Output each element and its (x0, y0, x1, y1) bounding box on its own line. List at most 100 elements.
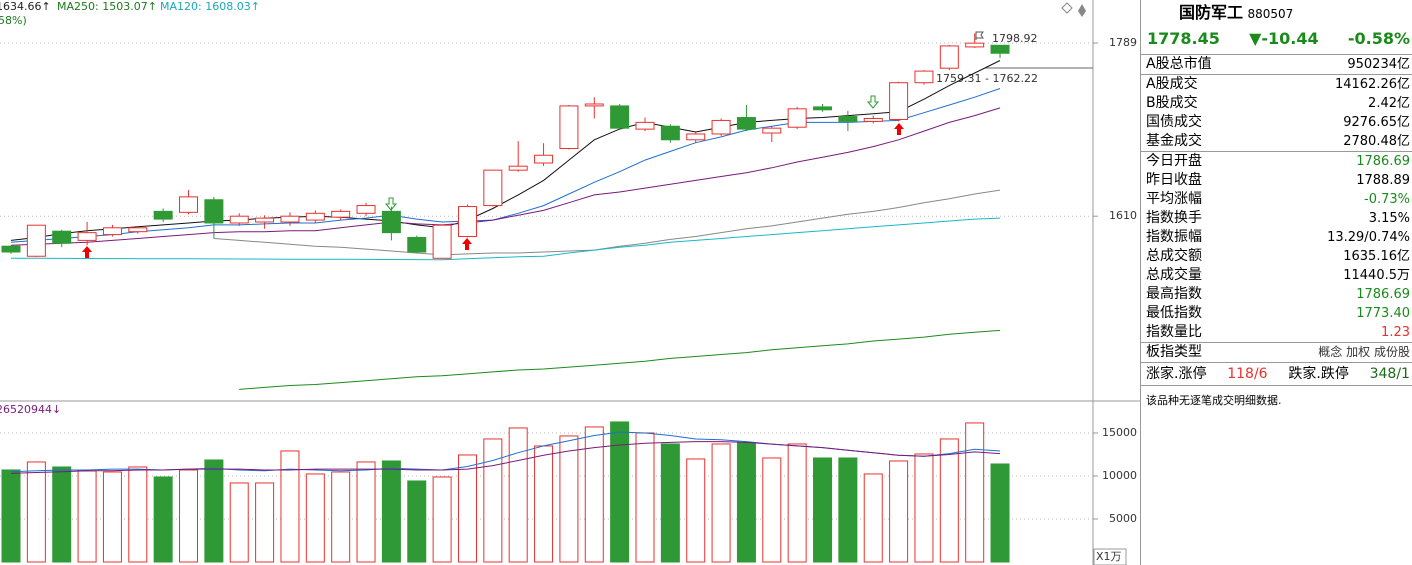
stat-value: 11440.5万 (1343, 268, 1410, 283)
stat-value: 950234亿 (1347, 57, 1410, 72)
stat-label: B股成交 (1146, 95, 1198, 111)
stat-value: 14162.26亿 (1334, 77, 1410, 92)
candle-body (863, 118, 883, 122)
stat-label: 国债成交 (1146, 114, 1202, 130)
stat-value: 13.29/0.74% (1327, 230, 1410, 245)
volume-bar (736, 442, 756, 563)
volume-bar (584, 426, 604, 563)
volume-bar (711, 443, 731, 563)
stat-label: 总成交量 (1146, 267, 1202, 283)
stat-label: 今日开盘 (1146, 153, 1202, 169)
candle-body (508, 165, 528, 171)
volume-bar (990, 463, 1010, 563)
volume-bar (483, 438, 503, 563)
legend: MA120: 1608.03↑ (160, 0, 260, 13)
legend: 26520944↓ (0, 403, 61, 416)
volume-bar (381, 460, 401, 563)
stat-row: 基金成交 2780.48亿 (1141, 132, 1412, 151)
candle-body (559, 105, 579, 149)
candle-body (331, 210, 351, 218)
stat-value: 1.23 (1381, 325, 1410, 340)
candle-body (736, 117, 756, 130)
tab[interactable]: 概念 (1318, 345, 1343, 359)
breadth-row: 涨家.涨停 118/6 跌家.跌停 348/1 (1141, 362, 1412, 385)
volume-bar (660, 443, 680, 563)
stat-value: 1635.16亿 (1343, 249, 1410, 264)
volume-bar (939, 438, 959, 563)
stat-label: 总成交额 (1146, 248, 1202, 264)
candle-body (965, 42, 985, 48)
volume-bar (77, 470, 97, 563)
volume-bar (407, 480, 427, 563)
legend: 1634.66↑ (0, 0, 51, 13)
chart: 1634.66↑ MA250: 1503.07↑ MA120: 1608.03↑… (0, 0, 1141, 565)
ma-line (213, 189, 1001, 256)
y-tick-label: 1789 (1109, 36, 1137, 49)
candle-body (77, 232, 97, 241)
candle-body (914, 70, 934, 84)
stat-label: 最高指数 (1146, 286, 1202, 302)
candle-body (407, 236, 427, 253)
stat-row: 指数量比 1.23 (1141, 323, 1412, 342)
candle-body (179, 196, 199, 213)
volume-bar (305, 473, 325, 563)
stat-value: 3.15% (1368, 211, 1410, 226)
volume-bar (863, 473, 883, 563)
ma-line (10, 441, 1001, 474)
candle-body (128, 227, 148, 233)
candle-body (305, 212, 325, 221)
tab[interactable]: 成份股 (1373, 345, 1410, 359)
info-panel: 国防军工 880507 1778.45 ▼-10.44 -0.58% A股总市值… (1141, 0, 1412, 565)
unit-box (1093, 548, 1127, 565)
label: 跌家.跌停 (1288, 366, 1349, 382)
tab[interactable]: 加权 (1346, 345, 1371, 359)
unit-label: X1万 (1096, 550, 1122, 563)
stat-row: 昨日收盘 1788.89 (1141, 171, 1412, 190)
candle-body (838, 116, 858, 122)
volume-bar (204, 459, 224, 563)
volume-bar (559, 435, 579, 563)
candle-body (534, 154, 554, 164)
icon[interactable] (1078, 11, 1086, 17)
stat-value: 9276.65亿 (1343, 115, 1410, 130)
volume-bar (787, 443, 807, 563)
volume-bar (52, 466, 72, 563)
change: ▼-10.44 (1249, 29, 1319, 48)
value: 348/1 (1369, 366, 1410, 382)
price: 1778.45 (1147, 29, 1220, 48)
candle-body (52, 230, 72, 244)
stat-label: 基金成交 (1146, 133, 1202, 149)
type-row: 板指类型 概念 加权 成份股 (1141, 342, 1412, 362)
stat-row: 国债成交 9276.65亿 (1141, 113, 1412, 132)
volume-bar (179, 469, 199, 563)
stat-label: 指数振幅 (1146, 229, 1202, 245)
volume-bar (153, 476, 173, 563)
stat-row: A股成交 14162.26亿 (1141, 74, 1412, 94)
stat-label: 指数量比 (1146, 324, 1202, 340)
candle-body (255, 217, 275, 223)
volume-bar (356, 461, 376, 563)
stat-row: B股成交 2.42亿 (1141, 94, 1412, 113)
stats: A股总市值 950234亿 A股成交 14162.26亿 B股成交 2.42亿 国债成交 92… (1141, 54, 1412, 342)
legend: 58%) (0, 14, 27, 27)
volume-bar (965, 422, 985, 563)
candle-body (889, 82, 909, 120)
candle-body (686, 133, 706, 141)
icon[interactable] (1078, 4, 1086, 11)
stat-value: -0.73% (1364, 192, 1410, 207)
candle-body (356, 205, 376, 214)
volume-bar (432, 476, 452, 563)
ma-line (10, 88, 1001, 243)
annotation: 1759.31 - 1762.22 (936, 72, 1038, 85)
volume-bar (813, 457, 833, 563)
stat-row: 最低指数 1773.40 (1141, 304, 1412, 323)
icon[interactable] (1061, 2, 1073, 14)
stat-row: 平均涨幅 -0.73% (1141, 190, 1412, 209)
stat-label: 最低指数 (1146, 305, 1202, 321)
quote: 1778.45 ▼-10.44 -0.58% (1141, 23, 1412, 54)
candle-body (102, 227, 122, 236)
stat-label: A股成交 (1146, 76, 1198, 92)
stat-value: 1773.40 (1356, 306, 1410, 321)
candle-body (457, 206, 477, 238)
